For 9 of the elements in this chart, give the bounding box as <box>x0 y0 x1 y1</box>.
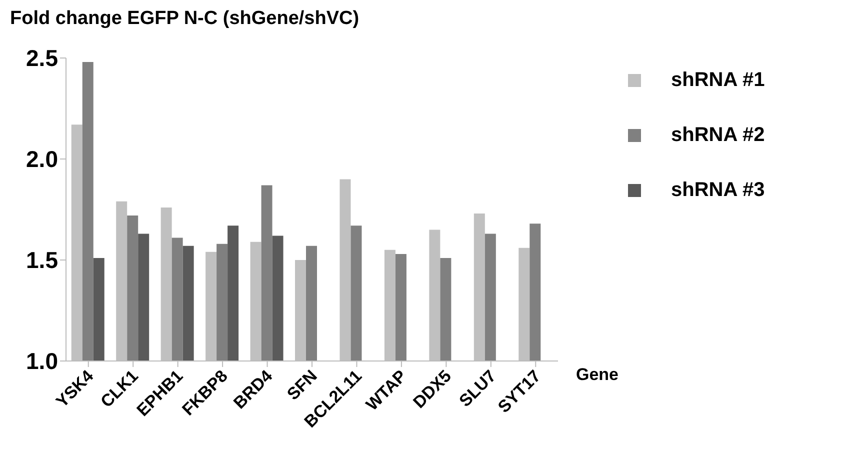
legend-label: shRNA #2 <box>671 124 765 147</box>
y-tick-label: 1.0 <box>26 348 58 374</box>
legend-label: shRNA #1 <box>671 69 765 92</box>
y-tick-label: 2.0 <box>26 146 58 172</box>
y-tick-label: 1.5 <box>26 247 58 274</box>
x-axis-title: Gene <box>576 365 619 384</box>
chart-title: Fold change EGFP N-C (shGene/shVC) <box>9 8 360 31</box>
y-tick-label: 2.5 <box>26 45 58 72</box>
legend-label: shRNA #3 <box>671 179 765 202</box>
